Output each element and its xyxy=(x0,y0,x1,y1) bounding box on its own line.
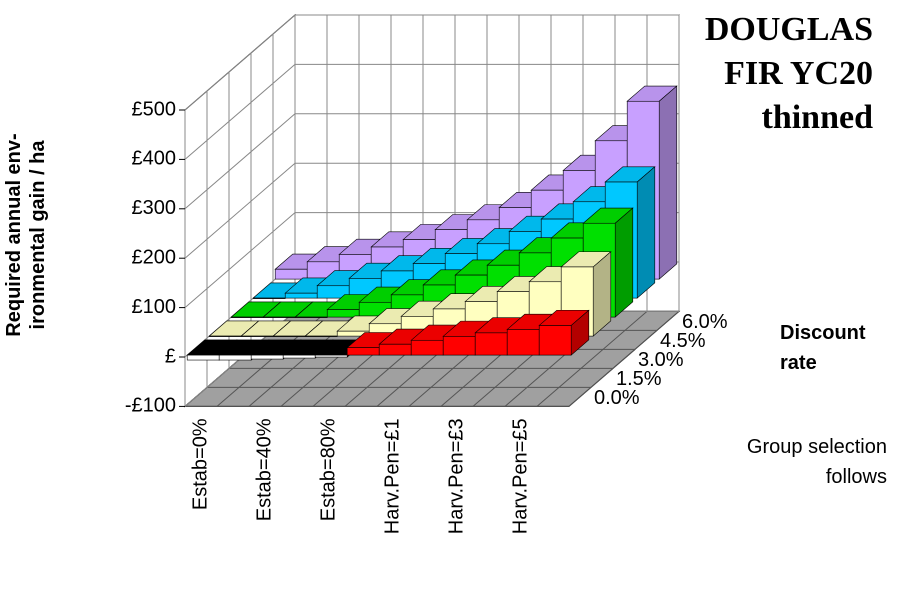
grid-line xyxy=(184,63,679,160)
z-tick-label: 6.0% xyxy=(682,311,728,333)
bar xyxy=(262,316,296,318)
bar xyxy=(240,335,274,337)
grid-line xyxy=(184,113,679,210)
bar xyxy=(218,354,252,361)
bar xyxy=(314,354,348,358)
bar xyxy=(410,339,444,356)
z-tick-label: 0.0% xyxy=(594,387,640,409)
bar xyxy=(506,329,540,356)
x-tick-label: Harv.Pen=£1 xyxy=(381,418,403,534)
bar xyxy=(272,335,306,337)
x-tick-label: Estab=80% xyxy=(317,418,339,521)
z-tick-label: 4.5% xyxy=(660,330,706,352)
bar xyxy=(442,336,476,356)
floor-grid xyxy=(568,311,680,407)
bar xyxy=(186,354,220,361)
bar xyxy=(474,332,508,356)
grid-line xyxy=(184,162,679,259)
bar xyxy=(282,354,316,359)
bar xyxy=(208,335,242,337)
x-tick-label: Harv.Pen=£3 xyxy=(445,418,467,534)
bar xyxy=(252,297,286,299)
note: Group selection follows xyxy=(746,436,887,488)
bar xyxy=(230,316,264,318)
y-tick-label: £500 xyxy=(132,98,177,120)
z-axis-label: Discount rate xyxy=(780,322,866,374)
z-tick-label: 1.5% xyxy=(616,368,662,390)
bar xyxy=(304,335,338,337)
series xyxy=(186,309,590,361)
bar xyxy=(294,316,328,318)
y-tick-label: £300 xyxy=(132,197,177,219)
x-tick-label: Harv.Pen=£5 xyxy=(509,418,531,534)
grid-line xyxy=(184,14,679,111)
bar xyxy=(346,347,380,356)
bar xyxy=(284,292,318,299)
z-tick-label: 3.0% xyxy=(638,349,684,371)
y-tick-label: £ xyxy=(165,345,176,367)
x-tick-label: Estab=0% xyxy=(189,418,211,510)
floor-grid xyxy=(536,311,648,407)
y-axis-label: Required annual env-ironmental gain / ha xyxy=(3,133,49,337)
bar-side xyxy=(592,251,612,337)
bar-side xyxy=(614,207,634,318)
bar xyxy=(538,325,572,356)
x-tick-label: Estab=40% xyxy=(253,418,275,521)
bar-side xyxy=(636,166,656,299)
y-tick-label: -£100 xyxy=(125,395,176,417)
bar xyxy=(250,354,284,360)
chart-title: DOUGLAS FIR YC20 thinned xyxy=(704,11,873,136)
y-tick-label: £400 xyxy=(132,148,177,170)
y-tick-label: £200 xyxy=(132,246,177,268)
bar xyxy=(378,343,412,356)
bar xyxy=(274,268,308,280)
bar-side xyxy=(658,85,678,280)
y-tick-label: £100 xyxy=(132,296,177,318)
